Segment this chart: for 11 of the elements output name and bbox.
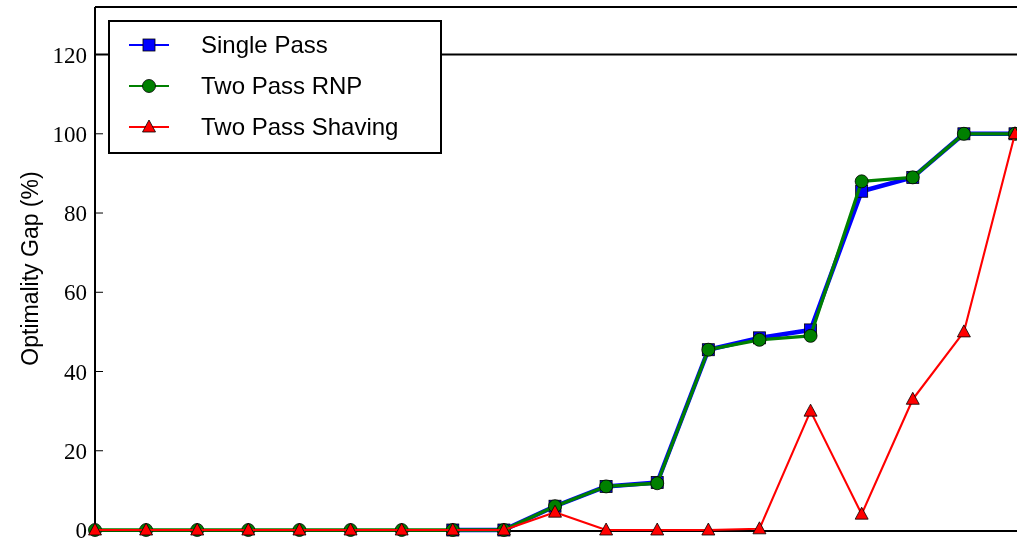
y-tick-label: 80 <box>64 201 87 227</box>
y-tick-label: 100 <box>52 121 87 147</box>
y-tick-label: 20 <box>64 438 87 464</box>
legend-label: Two Pass RNP <box>201 72 363 100</box>
legend-label: Two Pass Shaving <box>201 113 399 141</box>
y-axis-title: Optimality Gap (%) <box>17 171 44 366</box>
y-tick-label: 40 <box>64 359 87 385</box>
y-tick-label: 120 <box>52 42 87 68</box>
y-tick-label: 0 <box>75 518 87 543</box>
y-tick-label: 60 <box>64 280 87 306</box>
legend-label: Single Pass <box>201 31 328 59</box>
